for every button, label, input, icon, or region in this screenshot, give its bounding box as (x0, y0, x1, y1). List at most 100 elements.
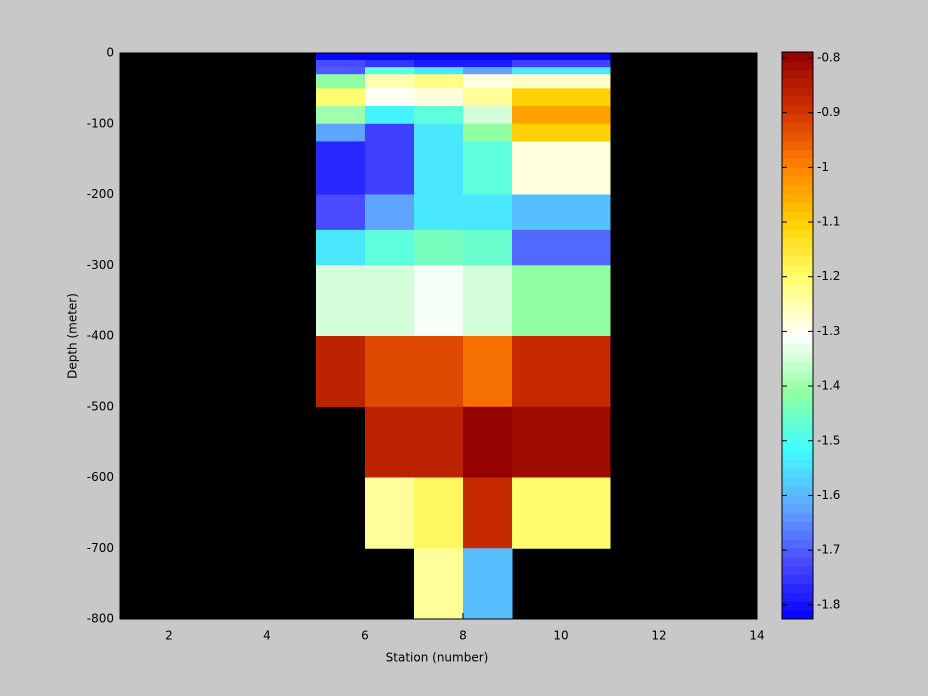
colorbar-swatch (782, 291, 813, 301)
colorbar-swatch (782, 52, 813, 62)
colorbar-swatch (782, 503, 813, 514)
colorbar-swatch (782, 530, 813, 540)
colorbar-tick-label: -1.6 (817, 488, 840, 502)
heatmap-cell (316, 265, 366, 337)
colorbar-swatch (782, 238, 813, 248)
y-tick-label: -100 (87, 116, 114, 130)
y-tick-label: -800 (87, 612, 114, 626)
heatmap-cell (316, 229, 366, 266)
colorbar-tick-label: -1.5 (817, 433, 840, 447)
heatmap-cell (365, 67, 415, 75)
colorbar-swatch (782, 450, 813, 460)
heatmap-cell (414, 229, 464, 266)
colorbar-swatch (782, 193, 813, 204)
colorbar-tick-label: -0.8 (817, 51, 840, 65)
heatmap-cell (414, 336, 464, 408)
heatmap-cell (414, 60, 464, 68)
colorbar-swatch (782, 494, 813, 505)
x-tick-label: 2 (165, 629, 173, 643)
heatmap-cell (365, 88, 415, 107)
colorbar-swatch (782, 264, 813, 274)
heatmap-cell (512, 106, 611, 125)
colorbar-swatch (782, 60, 813, 71)
y-tick-label: -500 (87, 399, 114, 413)
x-tick-label: 10 (553, 629, 568, 643)
heatmap-cell (365, 336, 415, 408)
heatmap-cell (316, 53, 366, 61)
colorbar-swatch (782, 273, 813, 283)
colorbar-swatch (782, 574, 813, 584)
colorbar-swatch (782, 167, 813, 177)
colorbar-swatch (782, 96, 813, 106)
heatmap-cells (316, 53, 611, 620)
colorbar-swatch (782, 87, 813, 97)
colorbar-tick-label: -1.7 (817, 543, 840, 557)
colorbar-swatch (782, 300, 813, 310)
heatmap-cell (463, 194, 513, 231)
colorbar-swatch (782, 78, 813, 88)
heatmap-cell (463, 53, 513, 61)
y-tick-label: -700 (87, 541, 114, 555)
heatmap-cell (414, 194, 464, 231)
colorbar-swatch (782, 432, 813, 443)
x-tick-label: 6 (361, 629, 369, 643)
colorbar-swatch (782, 220, 813, 230)
heatmap-cell (463, 141, 513, 160)
heatmap-cell (512, 265, 611, 337)
heatmap-cell (512, 67, 611, 75)
colorbar-swatch (782, 441, 813, 452)
heatmap-cell (316, 336, 366, 408)
heatmap-cell (414, 159, 464, 195)
heatmap-cell (414, 123, 464, 142)
heatmap-cell (512, 406, 611, 478)
x-tick-label: 4 (263, 629, 271, 643)
colorbar-swatch (782, 424, 813, 434)
colorbar-tick-label: -1.1 (817, 215, 840, 229)
heatmap-cell (463, 406, 513, 478)
colorbar-swatch (782, 282, 813, 292)
colorbar-swatch (782, 521, 813, 531)
colorbar-swatch (782, 184, 813, 195)
heatmap-cell (414, 106, 464, 125)
heatmap-cell (414, 53, 464, 61)
heatmap-cell (463, 336, 513, 408)
heatmap-cell (316, 159, 366, 195)
colorbar-swatch (782, 556, 813, 567)
heatmap-cell (316, 67, 366, 75)
heatmap-cell (512, 53, 611, 61)
colorbar-swatch (782, 326, 813, 336)
colorbar-tick-label: -1.8 (817, 597, 840, 611)
colorbar-swatch (782, 131, 813, 141)
colorbar-tick-label: -1 (817, 160, 829, 174)
colorbar-swatch (782, 388, 813, 398)
heatmap-cell (463, 159, 513, 195)
colorbar: -0.8 -0.9 -1 -1.1 -1.2 -1.3 -1.4 -1.5 -1.6 -1.7 -1… (781, 51, 840, 620)
colorbar-swatch (782, 592, 813, 602)
heatmap-cell (365, 159, 415, 195)
colorbar-swatch (782, 140, 813, 150)
heatmap-cell (414, 477, 464, 549)
heatmap-cell (512, 60, 611, 68)
heatmap-cell (512, 336, 611, 408)
heatmap-cell (365, 141, 415, 160)
y-tick-label: -300 (87, 258, 114, 272)
colorbar-tick-label: -1.2 (817, 269, 840, 283)
heatmap-cell (512, 141, 611, 160)
heatmap-cell (414, 406, 464, 478)
heatmap-cell (365, 53, 415, 61)
y-tick-label: -400 (87, 329, 114, 343)
colorbar-swatch (782, 415, 813, 425)
colorbar-swatch (782, 69, 813, 79)
colorbar-tick-label: -0.9 (817, 105, 840, 119)
colorbar-swatch (782, 512, 813, 522)
colorbar-swatch (782, 246, 813, 257)
ticks: 2 4 6 8 10 12 14 0 -100 -200 -300 -400 -500 -600 -700 -… (87, 46, 765, 643)
heatmap-cell (316, 194, 366, 231)
colorbar-swatch (782, 406, 813, 416)
heatmap-cell (365, 106, 415, 125)
heatmap-cell (316, 74, 366, 89)
heatmap-cell (463, 60, 513, 68)
colorbar-swatch (782, 379, 813, 390)
heatmap-cell (463, 477, 513, 549)
